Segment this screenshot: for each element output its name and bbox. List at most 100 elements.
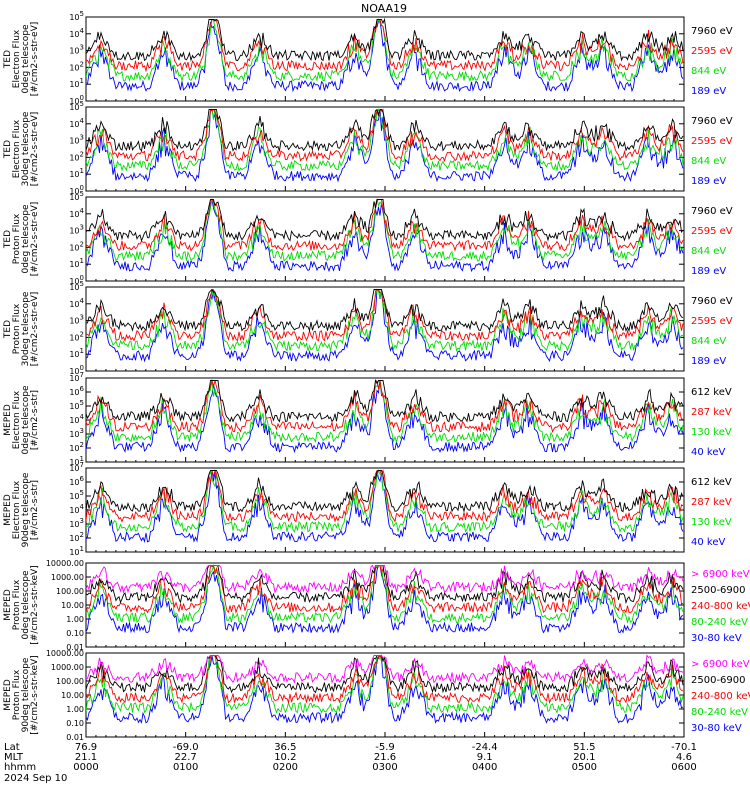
y-tick-label: 103 xyxy=(69,314,84,326)
y-axis-label-line: 0deg telescope xyxy=(21,24,31,94)
legend-entry: 40 keV xyxy=(691,447,725,458)
panel-6: 101 102 103 104 105 106 107 MEPED Electron Flux 9… xyxy=(3,461,732,557)
series-line-red xyxy=(86,19,684,73)
y-axis-label-line: [#/cm2-s-str-eV] xyxy=(30,22,40,97)
panel-8: 0.01 0.10 1.00 10.00 100.00 1000.00 10000.00 ME… xyxy=(3,649,750,742)
y-tick-label: 105 xyxy=(69,190,84,202)
y-axis-label-line: [#/cm2-s-str-keV] xyxy=(30,655,40,734)
series-line-black xyxy=(86,17,684,62)
x-tick-mlt: 21.1 xyxy=(75,752,97,763)
y-tick-label: 102 xyxy=(69,150,84,162)
legend-entry: 240-800 keV xyxy=(691,601,750,612)
x-tick-lat: -70.1 xyxy=(671,742,697,753)
y-tick-label: 10000.00 xyxy=(46,649,84,658)
y-tick-label: 104 xyxy=(69,503,84,515)
legend-entry: 189 eV xyxy=(691,86,726,97)
series-line-blue xyxy=(86,470,684,544)
legend-entry: 2500-6900 xyxy=(691,675,746,686)
legend-entry: 189 eV xyxy=(691,356,726,367)
y-tick-label: 101 xyxy=(69,347,84,359)
y-tick-label: 1.00 xyxy=(66,615,84,624)
y-tick-label: 102 xyxy=(69,330,84,342)
y-axis-label-line: MEPED xyxy=(3,404,13,436)
series-line-black xyxy=(86,379,684,423)
panel-2: 100 101 102 103 104 105 TED Electron Flux 30deg … xyxy=(3,100,733,196)
y-tick-label: 106 xyxy=(69,385,84,397)
y-tick-label: 106 xyxy=(69,475,84,487)
y-tick-label: 1.00 xyxy=(66,705,84,714)
series-line-green xyxy=(86,18,684,83)
y-axis-label-line: Electron Flux xyxy=(12,29,22,88)
figure-title: NOAA19 xyxy=(361,2,407,15)
y-tick-label: 105 xyxy=(69,489,84,501)
legend-entry: 130 keV xyxy=(691,517,732,528)
panel-4: 100 101 102 103 104 105 TED Proton Flux 30deg te… xyxy=(3,280,733,376)
y-axis-label-line: [#/cm2-s-str] xyxy=(30,390,40,450)
legend-entry: 7960 eV xyxy=(691,116,733,127)
y-tick-label: 101 xyxy=(69,167,84,179)
series-line-green xyxy=(86,380,684,444)
y-axis-label-line: 0deg telescope xyxy=(21,204,31,274)
legend-entry: 189 eV xyxy=(691,176,726,187)
series-line-black xyxy=(86,199,684,242)
y-axis-label-line: Electron Flux xyxy=(12,390,22,449)
y-axis-label-line: 30deg telescope xyxy=(21,291,31,366)
legend-entry: 2500-6900 xyxy=(691,585,746,596)
y-tick-label: 107 xyxy=(69,371,84,383)
x-tick-time: 0000 xyxy=(73,762,98,773)
y-axis-label-line: MEPED xyxy=(3,589,13,621)
series-line-blue xyxy=(86,380,684,454)
y-tick-label: 104 xyxy=(69,117,84,129)
y-tick-label: 100.00 xyxy=(56,677,84,686)
series-line-green xyxy=(86,197,684,263)
y-axis-label-line: [#/cm2-s-str] xyxy=(30,480,40,540)
x-tick-time: 0500 xyxy=(572,762,597,773)
legend-entry: 30-80 keV xyxy=(691,723,742,734)
y-tick-label: 0.10 xyxy=(66,719,84,728)
y-tick-label: 102 xyxy=(69,441,84,453)
y-tick-label: 101 xyxy=(69,455,84,467)
trace-group xyxy=(86,288,684,363)
x-tick-time: 0200 xyxy=(273,762,298,773)
y-axis-label-line: 30deg telescope xyxy=(21,111,31,186)
y-axis-label-line: MEPED xyxy=(3,494,13,526)
series-line-blue xyxy=(86,565,684,634)
legend-entry: 287 keV xyxy=(691,497,732,508)
y-tick-label: 103 xyxy=(69,224,84,236)
x-row-label: hhmm xyxy=(4,762,36,773)
legend-entry: 287 keV xyxy=(691,407,732,418)
y-tick-label: 100 xyxy=(69,184,84,196)
y-tick-label: 101 xyxy=(69,545,84,557)
x-tick-mlt: 10.2 xyxy=(274,752,296,763)
y-axis-label-line: Electron Flux xyxy=(12,480,22,539)
y-axis-label-line: [#/cm2-s-str-eV] xyxy=(30,112,40,187)
series-line-black xyxy=(86,470,684,513)
series-line-magenta xyxy=(86,564,684,595)
y-axis-label-line: [#/cm2-s-str-keV] xyxy=(30,565,40,644)
y-axis-label-line: [#/cm2-s-str-eV] xyxy=(30,292,40,367)
legend-entry: 80-240 keV xyxy=(691,707,748,718)
y-tick-label: 103 xyxy=(69,134,84,146)
x-tick-lat: -5.9 xyxy=(375,742,395,753)
y-axis-label-line: 0deg telescope xyxy=(21,570,31,640)
legend-entry: 2595 eV xyxy=(691,46,733,57)
legend-entry: 612 keV xyxy=(691,477,732,488)
y-axis-label-line: 90deg telescope xyxy=(21,472,31,547)
trace-group xyxy=(86,197,684,273)
y-axis-label-line: Proton Flux xyxy=(12,669,22,720)
x-tick-time: 0300 xyxy=(372,762,397,773)
y-tick-label: 103 xyxy=(69,44,84,56)
y-tick-label: 105 xyxy=(69,399,84,411)
y-tick-label: 10000.00 xyxy=(46,559,84,568)
panel-3: 100 101 102 103 104 105 TED Proton Flux 0deg tel… xyxy=(3,190,733,286)
legend-entry: 7960 eV xyxy=(691,26,733,37)
y-tick-label: 104 xyxy=(69,297,84,309)
series-line-green xyxy=(86,654,684,715)
y-tick-label: 100 xyxy=(69,274,84,286)
series-line-red xyxy=(86,288,684,343)
panel-5: 101 102 103 104 105 106 107 MEPED Electron Flux 0… xyxy=(3,371,732,467)
y-tick-label: 104 xyxy=(69,27,84,39)
